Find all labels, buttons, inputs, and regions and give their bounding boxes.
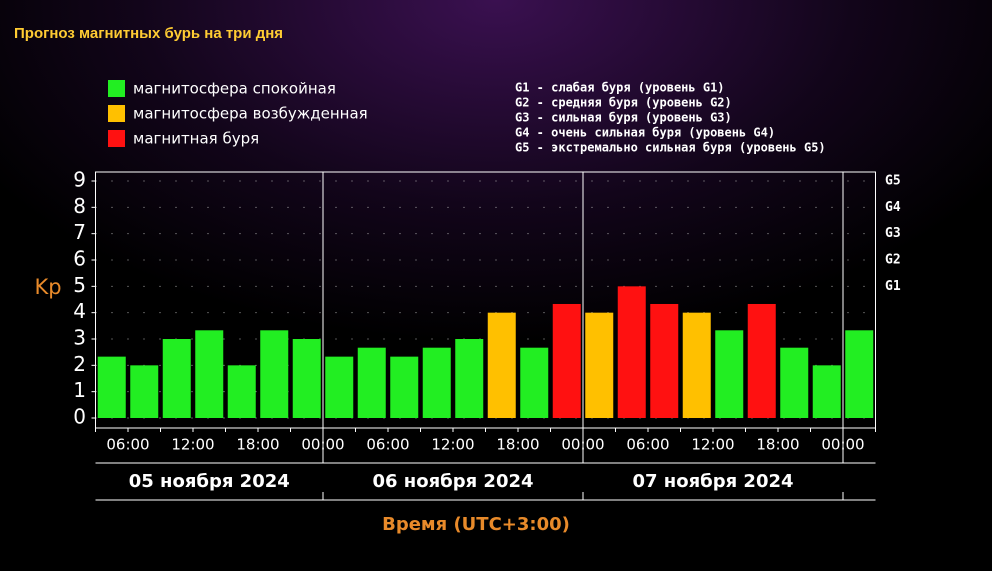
y-tick-label: 8: [73, 194, 86, 218]
bar: [195, 330, 224, 418]
x-axis-label: Время (UTC+3:00): [382, 514, 570, 535]
storm-level-note: G3 - сильная буря (уровень G3): [515, 111, 732, 125]
bar: [97, 356, 126, 418]
bar: [227, 365, 256, 418]
x-tick-label: 18:00: [496, 436, 539, 454]
storm-level-note: G4 - очень сильная буря (уровень G4): [515, 126, 775, 140]
bar: [455, 339, 484, 418]
y2-tick-label: G3: [885, 226, 901, 241]
legend-label: магнитосфера спокойная: [133, 80, 336, 98]
y-tick-label: 4: [73, 299, 86, 323]
x-tick-label: 12:00: [691, 436, 734, 454]
x-tick-label: 06:00: [106, 436, 149, 454]
bar: [812, 365, 841, 418]
bar: [390, 356, 419, 418]
legend-swatch: [108, 80, 125, 97]
y-tick-label: 7: [73, 220, 86, 244]
bar: [520, 347, 549, 418]
storm-level-note: G1 - слабая буря (уровень G1): [515, 81, 725, 95]
x-tick-label: 12:00: [171, 436, 214, 454]
storm-level-note: G5 - экстремально сильная буря (уровень …: [515, 141, 826, 155]
x-tick-label: 18:00: [756, 436, 799, 454]
chart-title: Прогноз магнитных бурь на три дня: [14, 25, 283, 42]
bar: [845, 330, 874, 418]
bar: [422, 347, 451, 418]
bar: [357, 347, 386, 418]
day-label: 06 ноября 2024: [372, 471, 533, 492]
bar: [650, 303, 679, 418]
bar: [487, 312, 516, 418]
bar: [130, 365, 159, 418]
y-tick-label: 6: [73, 247, 86, 271]
y-axis-label: Kp: [34, 275, 61, 299]
y2-tick-label: G2: [885, 253, 901, 268]
y-tick-label: 3: [73, 326, 86, 350]
legend-label: магнитная буря: [133, 130, 259, 148]
x-tick-label: 06:00: [626, 436, 669, 454]
y2-tick-label: G5: [885, 174, 901, 189]
y-tick-label: 0: [73, 405, 86, 429]
legend-swatch: [108, 130, 125, 147]
bar: [617, 286, 646, 418]
bar: [552, 303, 581, 418]
bar: [780, 347, 809, 418]
y-tick-label: 5: [73, 273, 86, 297]
bar: [325, 356, 354, 418]
day-label: 05 ноября 2024: [129, 471, 290, 492]
y-tick-label: 1: [73, 378, 86, 402]
legend-label: магнитосфера возбужденная: [133, 105, 368, 123]
y-tick-label: 2: [73, 352, 86, 376]
bar: [715, 330, 744, 418]
bar: [162, 339, 191, 418]
bar: [585, 312, 614, 418]
x-tick-label: 12:00: [431, 436, 474, 454]
x-tick-label: 06:00: [366, 436, 409, 454]
y2-tick-label: G1: [885, 279, 901, 294]
y2-tick-label: G4: [885, 200, 901, 215]
legend-swatch: [108, 105, 125, 122]
bar: [260, 330, 289, 418]
bar: [292, 339, 321, 418]
storm-level-note: G2 - средняя буря (уровень G2): [515, 96, 732, 110]
bar: [682, 312, 711, 418]
y-tick-label: 9: [73, 168, 86, 192]
x-tick-label: 18:00: [236, 436, 279, 454]
bar: [747, 303, 776, 418]
day-label: 07 ноября 2024: [632, 471, 793, 492]
